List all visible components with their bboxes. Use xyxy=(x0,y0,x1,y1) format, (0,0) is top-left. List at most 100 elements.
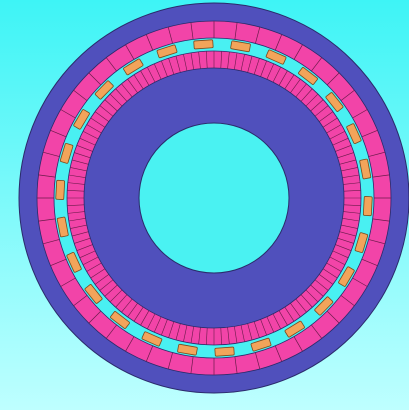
coil-block-21[interactable] xyxy=(230,40,251,53)
coil-block-20[interactable] xyxy=(193,39,214,50)
outer-slot-divider-4 xyxy=(361,258,378,267)
outer-slot-divider-11 xyxy=(255,352,261,370)
outer-slot-divider-40 xyxy=(274,34,283,51)
inner-slot-divider-44 xyxy=(121,298,133,313)
outer-slot-divider-22 xyxy=(50,258,67,267)
inner-slot-divider-94 xyxy=(234,52,238,70)
outer-slot-divider-18 xyxy=(105,324,117,339)
inner-slot-divider-17 xyxy=(300,294,313,308)
coil-block-5[interactable] xyxy=(284,320,305,338)
coil-block-1[interactable] xyxy=(362,196,373,217)
inner-slot-divider-12 xyxy=(322,268,338,279)
inner-slot-divider-41 xyxy=(140,310,150,326)
outer-slot-divider-19 xyxy=(88,310,102,324)
coil-block-4[interactable] xyxy=(314,296,334,316)
inner-slot-divider-97 xyxy=(253,58,260,75)
inner-slot-divider-96 xyxy=(247,55,253,73)
inner-slot-divider-88 xyxy=(190,52,194,70)
coil-block-11[interactable] xyxy=(84,284,103,304)
outer-slot-divider-6 xyxy=(340,295,355,307)
coil-block-19[interactable] xyxy=(156,44,178,59)
inner-slot-divider-42 xyxy=(133,306,144,322)
inner-slot-divider-14 xyxy=(314,279,329,291)
inner-slot-divider-110 xyxy=(322,117,338,128)
inner-slot-divider-16 xyxy=(305,289,319,303)
inner-slot-divider-23 xyxy=(266,316,275,333)
coil-block-15[interactable] xyxy=(59,143,74,164)
inner-slot-divider-80 xyxy=(133,74,144,90)
coil-block-7[interactable] xyxy=(214,346,235,357)
outer-slot-dividers xyxy=(37,21,391,375)
shaft-hole[interactable] xyxy=(138,122,290,274)
coil-block-6[interactable] xyxy=(250,337,272,352)
inner-slot-divider-3 xyxy=(343,211,361,214)
outer-slot-divider-15 xyxy=(167,352,173,370)
inner-slot-divider-117 xyxy=(341,167,358,172)
outer-slot-divider-46 xyxy=(361,129,378,138)
outer-slot-divider-12 xyxy=(234,356,238,374)
outer-slot-divider-34 xyxy=(145,34,154,51)
outer-slot-divider-28 xyxy=(50,129,67,138)
inner-slot-divider-66 xyxy=(71,159,89,165)
coil-block-17[interactable] xyxy=(94,80,114,100)
coil-block-10[interactable] xyxy=(110,311,130,329)
outer-slot-divider-5 xyxy=(352,277,368,287)
inner-slot-divider-109 xyxy=(318,111,334,122)
coil-block-8[interactable] xyxy=(177,343,198,356)
inner-slot-divider-33 xyxy=(198,327,201,345)
inner-slot-divider-79 xyxy=(127,78,138,94)
outer-slot-divider-32 xyxy=(105,57,117,72)
coil-block-2[interactable] xyxy=(354,232,369,253)
outer-slot-divider-27 xyxy=(42,151,60,157)
coil-block-16[interactable] xyxy=(73,109,90,130)
inner-slot-divider-51 xyxy=(86,262,102,272)
inner-slot-divider-13 xyxy=(318,274,334,285)
coil-block-14[interactable] xyxy=(55,179,66,200)
inner-slot-divider-104 xyxy=(295,83,307,98)
outer-slot-divider-38 xyxy=(234,22,238,40)
coil-block-3[interactable] xyxy=(338,266,355,287)
inner-slot-divider-30 xyxy=(220,327,222,345)
inner-slot-divider-103 xyxy=(290,78,301,94)
inner-slot-divider-62 xyxy=(67,190,85,192)
outer-slot-divider-26 xyxy=(38,174,56,178)
inner-slot-divider-64 xyxy=(68,174,86,178)
coil-block-26[interactable] xyxy=(359,158,372,180)
inner-slot-divider-82 xyxy=(146,66,156,83)
inner-slot-divider-65 xyxy=(70,167,87,172)
outer-slot-divider-21 xyxy=(60,277,76,287)
coil-blocks[interactable] xyxy=(55,39,373,357)
outer-slot-divider-10 xyxy=(274,345,283,362)
inner-slot-divider-81 xyxy=(140,70,150,86)
inner-slot-divider-35 xyxy=(183,325,188,342)
inner-slot-divider-6 xyxy=(339,231,357,237)
outer-slot-divider-33 xyxy=(125,44,135,60)
inner-slot-divider-25 xyxy=(253,321,260,338)
inner-slot-divider-95 xyxy=(240,54,245,71)
inner-slot-divider-43 xyxy=(127,302,138,318)
inner-slot-divider-19 xyxy=(290,302,301,318)
outer-slot-divider-7 xyxy=(326,310,340,324)
inner-slot-divider-15 xyxy=(310,284,324,297)
coil-block-23[interactable] xyxy=(298,67,318,85)
inner-slot-divider-52 xyxy=(82,256,99,266)
outer-slot-divider-35 xyxy=(167,26,173,44)
outer-slot-divider-3 xyxy=(368,239,386,245)
coil-block-22[interactable] xyxy=(265,49,287,65)
inner-slot-divider-58 xyxy=(68,218,86,222)
outer-slot-divider-30 xyxy=(73,89,88,101)
inner-slot-divider-9 xyxy=(332,250,349,259)
inner-slot-divider-28 xyxy=(234,326,238,344)
coil-block-18[interactable] xyxy=(123,58,144,76)
inner-slot-divider-114 xyxy=(335,145,352,152)
inner-slot-divider-2 xyxy=(343,204,361,206)
coil-block-13[interactable] xyxy=(56,216,69,238)
coil-block-25[interactable] xyxy=(346,123,362,144)
coil-block-12[interactable] xyxy=(66,252,82,273)
inner-slot-divider-106 xyxy=(305,93,319,107)
inner-slot-divider-78 xyxy=(121,83,133,98)
coil-block-9[interactable] xyxy=(141,331,163,347)
inner-slot-divider-113 xyxy=(332,137,349,146)
coil-block-24[interactable] xyxy=(325,92,344,112)
